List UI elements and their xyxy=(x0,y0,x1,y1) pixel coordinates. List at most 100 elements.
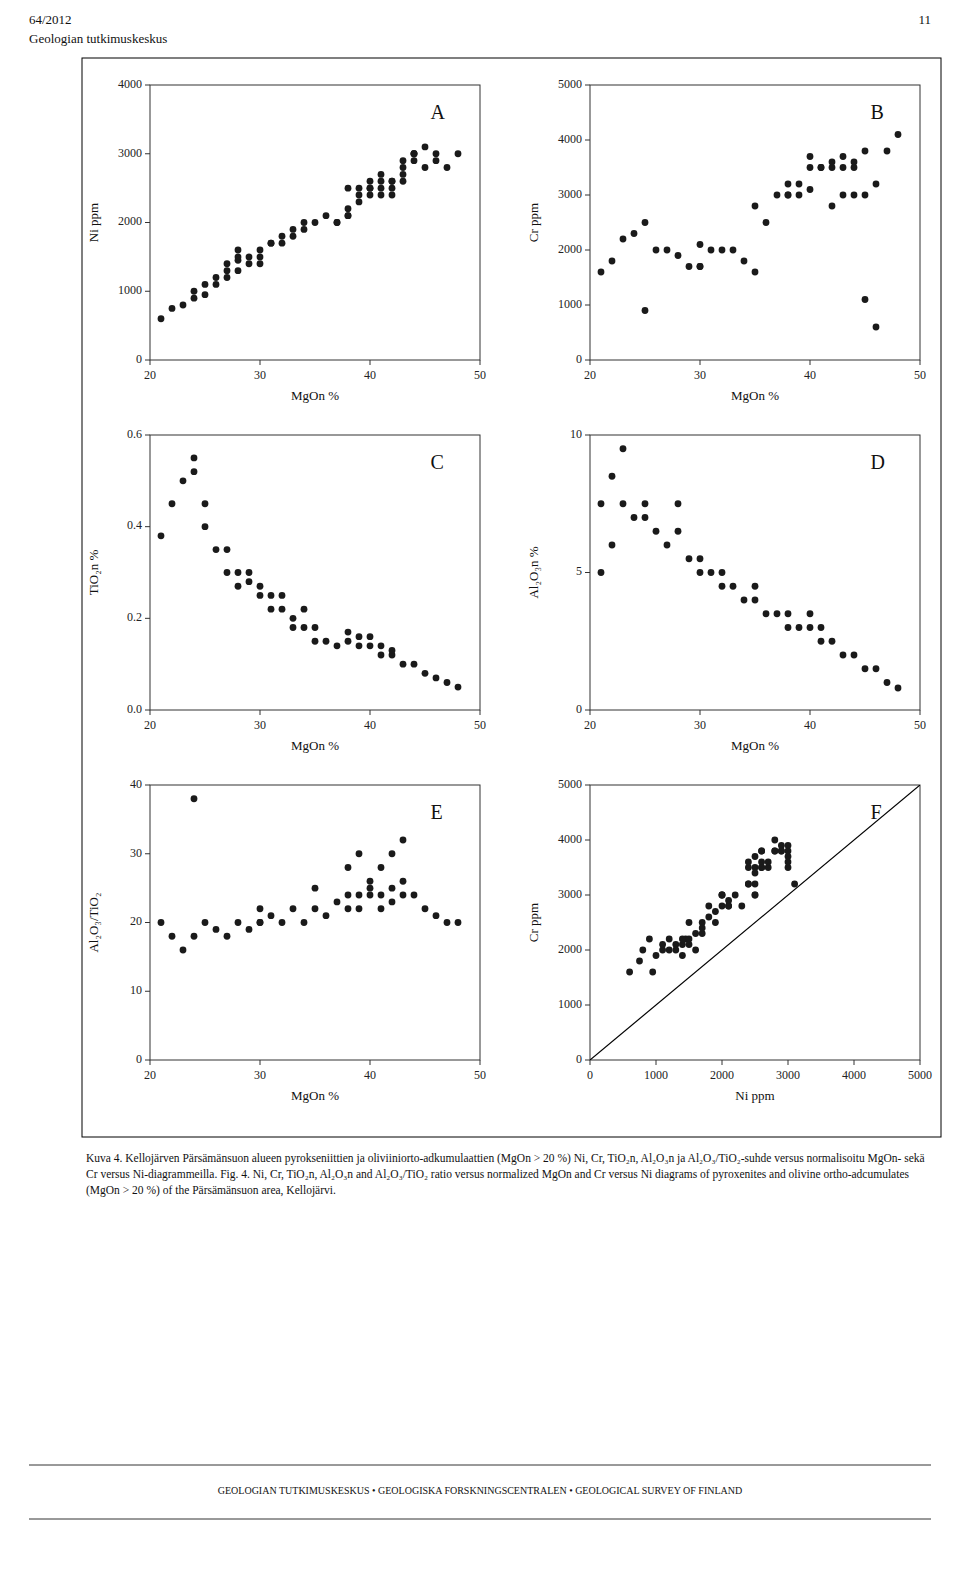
data-point xyxy=(712,908,719,915)
y-tick-label: 20 xyxy=(130,914,142,928)
data-point xyxy=(675,528,682,535)
data-point xyxy=(279,606,286,613)
x-tick xyxy=(480,710,481,715)
data-point xyxy=(356,185,363,192)
data-point xyxy=(653,528,660,535)
x-tick xyxy=(700,360,701,365)
panel: 20304050010203040MgOn %Al₂O₃/TiO₂E xyxy=(86,777,486,1103)
data-point xyxy=(411,892,418,899)
y-tick xyxy=(585,785,590,786)
y-tick xyxy=(145,991,150,992)
data-point xyxy=(246,926,253,933)
y-tick xyxy=(585,950,590,951)
data-point xyxy=(840,153,847,160)
y-tick-label: 5 xyxy=(576,564,582,578)
data-point xyxy=(257,583,264,590)
data-point xyxy=(763,219,770,226)
data-point xyxy=(675,500,682,507)
data-point xyxy=(758,864,765,871)
data-point xyxy=(444,164,451,171)
data-point xyxy=(745,881,752,888)
data-point xyxy=(862,192,869,199)
data-point xyxy=(257,253,264,260)
y-tick xyxy=(145,222,150,223)
data-point xyxy=(873,324,880,331)
data-point xyxy=(422,905,429,912)
x-tick-label: 20 xyxy=(584,718,596,732)
data-point xyxy=(738,903,745,910)
data-point xyxy=(659,941,666,948)
data-point xyxy=(246,260,253,267)
y-tick xyxy=(585,435,590,436)
data-point xyxy=(620,236,627,243)
data-point xyxy=(378,905,385,912)
data-point xyxy=(719,903,726,910)
y-tick-label: 1000 xyxy=(558,997,582,1011)
plot-area xyxy=(590,785,920,1060)
y-tick xyxy=(585,1060,590,1061)
data-point xyxy=(862,665,869,672)
data-point xyxy=(807,610,814,617)
x-tick-label: 50 xyxy=(474,368,486,382)
data-point xyxy=(609,473,616,480)
y-axis-label: Ni ppm xyxy=(86,203,101,242)
data-point xyxy=(367,885,374,892)
data-point xyxy=(202,291,209,298)
data-point xyxy=(758,864,765,871)
data-point xyxy=(378,642,385,649)
data-point xyxy=(235,267,242,274)
data-point xyxy=(626,969,633,976)
y-tick-label: 3000 xyxy=(118,146,142,160)
x-tick-label: 30 xyxy=(694,368,706,382)
y-tick-label: 3000 xyxy=(558,187,582,201)
y-tick-label: 5000 xyxy=(558,77,582,91)
data-point xyxy=(378,185,385,192)
data-point xyxy=(345,212,352,219)
data-point xyxy=(785,192,792,199)
data-point xyxy=(636,958,643,965)
data-point xyxy=(202,281,209,288)
data-point xyxy=(807,153,814,160)
x-tick-label: 50 xyxy=(914,368,926,382)
x-tick xyxy=(590,360,591,365)
y-tick-label: 0.6 xyxy=(127,427,142,441)
data-point xyxy=(679,952,686,959)
y-tick xyxy=(585,195,590,196)
data-point xyxy=(765,859,772,866)
data-point xyxy=(639,947,646,954)
y-tick-label: 40 xyxy=(130,777,142,791)
data-point xyxy=(785,859,792,866)
x-tick xyxy=(920,710,921,715)
data-point xyxy=(679,936,686,943)
x-tick-label: 30 xyxy=(254,368,266,382)
data-point xyxy=(378,178,385,185)
data-point xyxy=(334,642,341,649)
y-tick xyxy=(585,572,590,573)
data-point xyxy=(323,638,330,645)
x-tick-label: 50 xyxy=(474,1068,486,1082)
x-tick xyxy=(920,360,921,365)
data-point xyxy=(235,247,242,254)
data-point xyxy=(367,633,374,640)
data-point xyxy=(829,203,836,210)
data-point xyxy=(268,606,275,613)
y-axis-label: Al₂O₃n % xyxy=(526,546,541,598)
y-tick-label: 0.2 xyxy=(127,610,142,624)
data-point xyxy=(180,302,187,309)
data-point xyxy=(312,905,319,912)
x-tick xyxy=(810,360,811,365)
data-point xyxy=(235,919,242,926)
data-point xyxy=(609,542,616,549)
y-tick-label: 0 xyxy=(576,702,582,716)
x-tick-label: 20 xyxy=(144,718,156,732)
panel-border xyxy=(82,58,941,1137)
data-point xyxy=(378,192,385,199)
data-point xyxy=(664,542,671,549)
data-point xyxy=(851,159,858,166)
y-tick-label: 0 xyxy=(576,352,582,366)
data-point xyxy=(257,260,264,267)
data-point xyxy=(653,952,660,959)
x-tick xyxy=(590,710,591,715)
data-point xyxy=(785,842,792,849)
panel-label: A xyxy=(431,101,446,123)
